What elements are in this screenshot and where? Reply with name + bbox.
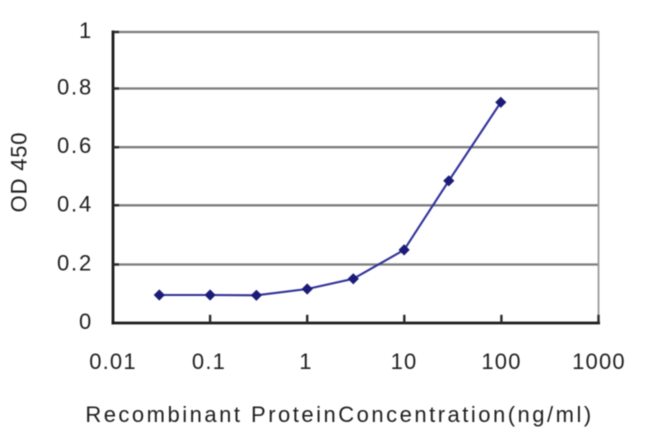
svg-text:Recombinant ProteinConcentrati: Recombinant ProteinConcentration(ng/ml) <box>85 402 593 427</box>
svg-text:1: 1 <box>79 18 93 43</box>
svg-text:100: 100 <box>481 349 521 374</box>
svg-text:1: 1 <box>299 349 312 374</box>
svg-text:0.8: 0.8 <box>57 75 93 100</box>
svg-text:0.01: 0.01 <box>89 349 137 374</box>
svg-text:0.2: 0.2 <box>57 251 93 276</box>
svg-text:1000: 1000 <box>572 349 626 374</box>
svg-text:0.1: 0.1 <box>192 349 226 374</box>
svg-text:0: 0 <box>79 309 93 334</box>
svg-text:0.4: 0.4 <box>57 191 93 216</box>
svg-text:0.6: 0.6 <box>57 133 93 158</box>
svg-text:10: 10 <box>391 349 418 374</box>
svg-text:OD 450: OD 450 <box>7 132 32 213</box>
